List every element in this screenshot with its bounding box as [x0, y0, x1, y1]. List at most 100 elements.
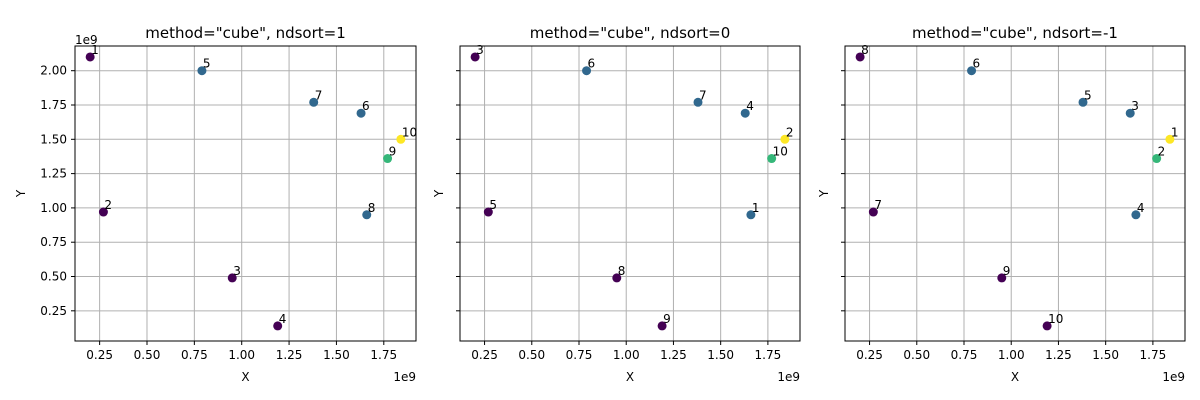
scatter-point — [85, 52, 95, 62]
chart-panel-1: 0.25 0.50 0.75 1.00 1.25 1.50 1.75 0.25 0.50 0.75… — [14, 24, 417, 384]
scatter-point — [470, 52, 480, 62]
scatter-point — [309, 97, 319, 107]
scatter-point — [356, 108, 366, 118]
x-tick-label: 1.25 — [276, 348, 303, 362]
x-tick-label: 0.50 — [518, 348, 545, 362]
scatter-point — [362, 210, 372, 220]
scatter-point — [780, 134, 790, 144]
point-label: 5 — [489, 198, 497, 212]
point-label: 7 — [874, 198, 882, 212]
scatter-point — [1078, 97, 1088, 107]
point-label: 4 — [746, 99, 754, 113]
x-tick-label: 0.50 — [134, 348, 161, 362]
scatter-point — [396, 134, 406, 144]
scatter-point — [1165, 134, 1175, 144]
point-label: 2 — [786, 125, 794, 139]
scatter-point — [1042, 321, 1052, 331]
scatter-point — [967, 66, 977, 76]
scatter-point — [582, 66, 592, 76]
scatter-point — [693, 97, 703, 107]
x-tick-label: 0.50 — [903, 348, 930, 362]
chart-title: method="cube", ndsort=-1 — [912, 24, 1118, 42]
point-label: 10 — [773, 145, 788, 159]
point-label: 2 — [1158, 145, 1166, 159]
scatter-point — [197, 66, 207, 76]
x-axis-label: X — [241, 370, 249, 384]
point-label: 9 — [389, 145, 397, 159]
point-label: 6 — [362, 99, 370, 113]
x-tick-label: 1.00 — [613, 348, 640, 362]
point-label: 5 — [203, 57, 211, 71]
y-axis-label: Y — [432, 189, 446, 198]
scatter-point — [273, 321, 283, 331]
plot-frame — [844, 45, 1186, 342]
x-tick-label: 1.75 — [370, 348, 397, 362]
x-tick-label: 1.75 — [755, 348, 782, 362]
scatter-point — [1152, 154, 1162, 164]
point-label: 6 — [973, 57, 981, 71]
scatter-point — [767, 154, 777, 164]
scatter-point — [997, 273, 1007, 283]
scatter-point — [383, 154, 393, 164]
scatter-point — [483, 207, 493, 217]
x-tick-label: 0.75 — [951, 348, 978, 362]
point-label: 4 — [279, 312, 287, 326]
point-label: 2 — [104, 198, 112, 212]
plot-frame — [74, 45, 417, 342]
point-label: 1 — [91, 43, 99, 57]
point-label: 3 — [1131, 99, 1139, 113]
x-axis-label: X — [626, 370, 634, 384]
chart-title: method="cube", ndsort=0 — [530, 24, 731, 42]
y-tick-label: 0.25 — [40, 304, 67, 318]
x-tick-label: 1.25 — [660, 348, 687, 362]
scatter-point — [1125, 108, 1135, 118]
x-tick-label: 0.25 — [471, 348, 498, 362]
y-tick-label: 2.00 — [40, 64, 67, 78]
x-tick-label: 1.50 — [1092, 348, 1119, 362]
scatter-point — [740, 108, 750, 118]
x-offset-text: 1e9 — [1162, 370, 1185, 384]
point-label: 10 — [402, 125, 417, 139]
point-label: 6 — [588, 57, 596, 71]
x-tick-label: 1.50 — [323, 348, 350, 362]
scatter-point — [746, 210, 756, 220]
point-label: 8 — [861, 43, 869, 57]
y-tick-label: 0.50 — [40, 270, 67, 284]
scatter-point — [868, 207, 878, 217]
x-tick-label: 1.50 — [707, 348, 734, 362]
point-label: 5 — [1084, 88, 1092, 102]
point-label: 7 — [699, 88, 707, 102]
x-tick-label: 0.75 — [566, 348, 593, 362]
y-tick-label: 0.75 — [40, 235, 67, 249]
chart-panel-2: 0.25 0.50 0.75 1.00 1.25 1.50 1.75 method="cube… — [432, 24, 801, 384]
x-tick-label: 1.75 — [1140, 348, 1167, 362]
plot-frame — [459, 45, 801, 342]
scatter-point — [657, 321, 667, 331]
point-label: 3 — [476, 43, 484, 57]
point-label: 9 — [1003, 264, 1011, 278]
chart-panel-3: 0.25 0.50 0.75 1.00 1.25 1.50 1.75 method="cube… — [817, 24, 1186, 384]
point-label: 1 — [752, 201, 760, 215]
scatter-point — [98, 207, 108, 217]
point-label: 10 — [1048, 312, 1063, 326]
y-tick-label: 1.50 — [40, 132, 67, 146]
y-tick-label: 1.25 — [40, 167, 67, 181]
x-tick-label: 1.25 — [1045, 348, 1072, 362]
scatter-point — [1131, 210, 1141, 220]
x-tick-label: 0.25 — [86, 348, 113, 362]
x-offset-text: 1e9 — [393, 370, 416, 384]
y-axis-label: Y — [817, 189, 831, 198]
x-tick-label: 0.75 — [181, 348, 208, 362]
y-tick-label: 1.75 — [40, 98, 67, 112]
point-label: 4 — [1137, 201, 1145, 215]
y-axis-label: Y — [14, 189, 28, 198]
point-label: 3 — [233, 264, 241, 278]
point-label: 9 — [663, 312, 671, 326]
point-label: 7 — [315, 88, 323, 102]
y-tick-label: 1.00 — [40, 201, 67, 215]
panels: 0.25 0.50 0.75 1.00 1.25 1.50 1.75 0.25 0.50 0.75… — [14, 24, 1186, 384]
point-label: 1 — [1171, 125, 1179, 139]
point-label: 8 — [368, 201, 376, 215]
